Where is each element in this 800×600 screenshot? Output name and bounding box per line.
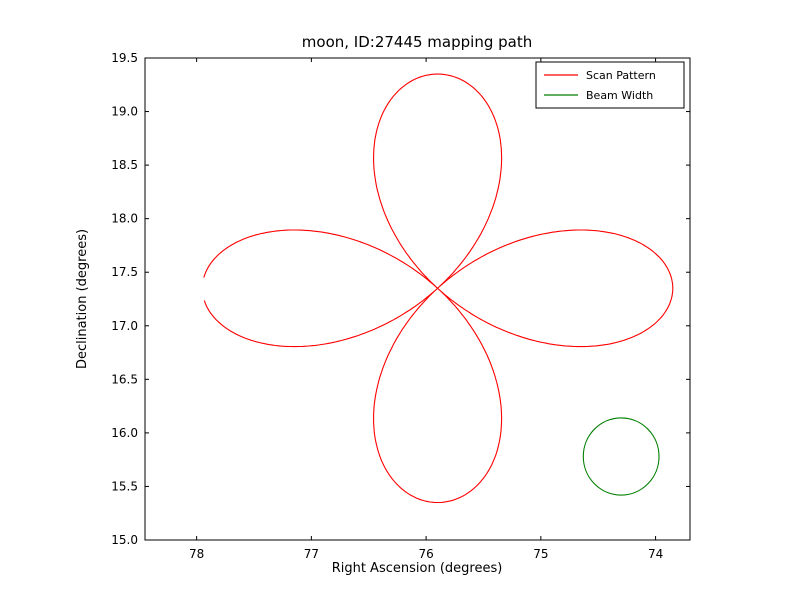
legend-label-scan-pattern: Scan Pattern	[586, 69, 656, 82]
x-tick-label: 77	[304, 547, 319, 561]
legend: Scan Pattern Beam Width	[535, 61, 685, 109]
y-tick-label: 17.0	[111, 319, 138, 333]
chart-title: moon, ID:27445 mapping path	[302, 33, 532, 51]
x-tick-label: 76	[418, 547, 433, 561]
legend-frame	[535, 61, 685, 109]
y-tick-label: 18.5	[111, 158, 138, 172]
y-tick-label: 16.5	[111, 372, 138, 386]
y-axis-label: Declination (degrees)	[75, 229, 90, 369]
plot-frame	[144, 57, 691, 541]
y-tick-label: 17.5	[111, 265, 138, 279]
x-axis-label: Right Ascension (degrees)	[332, 561, 503, 576]
y-tick-label: 16.0	[111, 426, 138, 440]
y-tick-label: 19.5	[111, 51, 138, 65]
y-tick-label: 15.5	[111, 479, 138, 493]
x-tick-label: 74	[648, 547, 663, 561]
y-tick-label: 18.0	[111, 212, 138, 226]
beam-width-circle	[582, 417, 660, 496]
y-tick-label: 19.0	[111, 105, 138, 119]
axis-ticks: 78 77 76 75 74 15.0 15.5 16.0 16.5 17.0 17.5 18.0 18…	[111, 51, 690, 561]
legend-label-beam-width: Beam Width	[586, 89, 653, 102]
x-tick-label: 75	[533, 547, 548, 561]
y-tick-label: 15.0	[111, 533, 138, 547]
plot-background	[145, 58, 690, 540]
x-tick-label: 78	[189, 547, 204, 561]
scan-pattern-curve	[203, 73, 674, 504]
